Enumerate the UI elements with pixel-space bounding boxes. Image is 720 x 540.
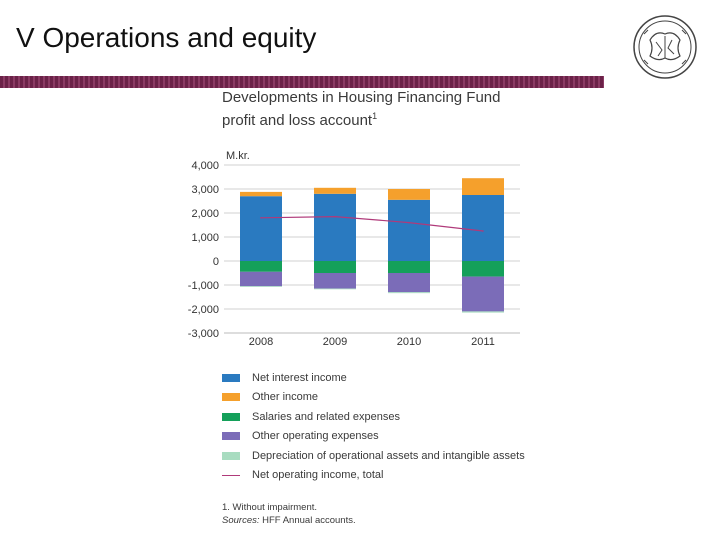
bar-segment [462,178,504,195]
chart-title: Developments in Housing Financing Fund p… [222,88,501,130]
legend-swatch [222,474,240,476]
legend-swatch [222,412,240,421]
bar-segment [240,286,282,287]
bar-segment [462,311,504,313]
legend-item: Salaries and related expenses [222,407,525,427]
source-label: Sources: [222,515,260,526]
legend-label: Net interest income [252,371,347,384]
legend-label: Salaries and related expenses [252,410,400,423]
footnote: 1. Without impairment. [222,502,318,513]
slide-title: V Operations and equity [16,22,317,53]
legend-item: Other income [222,388,525,408]
bar-segment [314,193,356,261]
legend-label: Net operating income, total [252,469,384,482]
bar-segment [314,187,356,194]
x-tick-label: 2009 [323,336,347,348]
bar-segment [462,276,504,312]
legend-item: Net operating income, total [222,466,525,486]
legend-item: Net interest income [222,368,525,388]
chart-title-line2: profit and loss account1 [222,107,501,130]
title-band [0,76,604,88]
legend-label: Depreciation of operational assets and i… [252,449,525,462]
chart-title-footnote-mark: 1 [372,111,378,121]
y-tick-label: 2,000 [191,208,219,220]
y-tick-label: -1,000 [188,280,219,292]
bar-segment [314,261,356,273]
bar-segment [388,261,430,273]
chart-title-line2-text: profit and loss account [222,112,373,129]
y-tick-label: -2,000 [188,304,219,316]
legend-label: Other income [252,391,319,404]
bar-segment [314,273,356,289]
line-point [260,217,262,219]
line-point [408,221,410,224]
unit-label: M.kr. [226,150,250,162]
y-tick-label: -3,000 [188,328,219,340]
bar-segment [240,271,282,287]
legend-item: Other operating expenses [222,427,525,447]
legend-swatch [222,432,240,441]
bar-segment [240,191,282,197]
line-point [482,230,484,232]
bar-segment [388,199,430,261]
bar-segment [388,273,430,293]
source-text: HFF Annual accounts. [262,515,356,526]
bar-segment [240,196,282,261]
legend-label: Other operating expenses [252,430,379,443]
y-tick-label: 4,000 [191,160,219,172]
x-tick-label: 2008 [249,336,273,348]
legend-swatch [222,451,240,460]
x-tick-label: 2011 [471,336,495,348]
bar-segment [462,261,504,277]
legend-swatch [222,393,240,402]
legend-swatch [222,373,240,382]
bar-segment [314,288,356,290]
bar-segment [388,292,430,294]
legend-item: Depreciation of operational assets and i… [222,446,525,466]
y-tick-label: 3,000 [191,184,219,196]
line-series [260,215,484,232]
x-tick-label: 2010 [397,336,421,348]
bar-segment [462,195,504,261]
line-point [334,215,336,218]
institution-seal-icon [633,15,697,79]
y-tick-label: 1,000 [191,232,219,244]
source-line: Sources: HFF Annual accounts. [222,514,356,527]
chart-notes: 1. Without impairment. Sources: HFF Annu… [222,501,356,527]
y-tick-label: 0 [213,256,219,268]
bar-segment [240,261,282,272]
chart-title-line1: Developments in Housing Financing Fund [222,89,501,106]
chart-legend: Net interest income Other income Salaries … [222,368,525,485]
bar-segment [388,189,430,200]
